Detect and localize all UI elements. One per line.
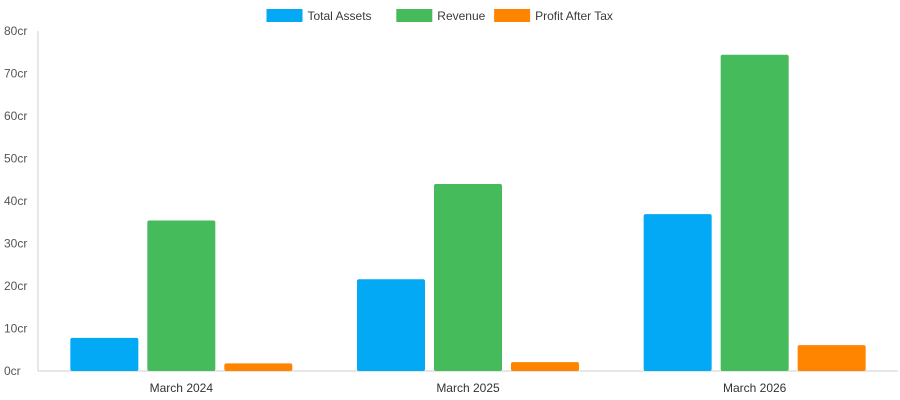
legend-label[interactable]: Total Assets xyxy=(308,9,372,23)
x-category-label: March 2025 xyxy=(436,381,500,395)
bars xyxy=(70,54,866,372)
legend-swatch[interactable] xyxy=(266,9,303,22)
bar-profit-after-tax[interactable] xyxy=(797,345,866,371)
legend-swatch[interactable] xyxy=(494,9,531,22)
bar-revenue[interactable] xyxy=(147,220,216,371)
y-tick-label: 70cr xyxy=(4,67,27,81)
bar-profit-after-tax[interactable] xyxy=(511,362,579,371)
y-tick-label: 0cr xyxy=(4,364,21,378)
legend: Total Assets Revenue Profit After Tax xyxy=(266,9,613,23)
legend-label[interactable]: Revenue xyxy=(437,9,485,23)
bar-revenue[interactable] xyxy=(434,184,502,371)
y-tick-label: 50cr xyxy=(4,152,27,166)
bar-profit-after-tax[interactable] xyxy=(224,363,293,371)
y-tick-label: 80cr xyxy=(4,24,27,38)
bar-total-assets[interactable] xyxy=(643,214,712,371)
y-tick-label: 60cr xyxy=(4,109,27,123)
bar-total-assets[interactable] xyxy=(357,279,425,371)
bar-total-assets[interactable] xyxy=(70,337,139,371)
x-category-label: March 2024 xyxy=(150,381,214,395)
x-category-label: March 2026 xyxy=(723,381,787,395)
legend-swatch[interactable] xyxy=(396,9,433,22)
x-axis: March 2024 March 2025 March 2026 xyxy=(38,370,898,395)
y-tick-label: 10cr xyxy=(4,322,27,336)
y-tick-label: 30cr xyxy=(4,237,27,251)
legend-label[interactable]: Profit After Tax xyxy=(535,9,613,23)
y-tick-label: 40cr xyxy=(4,194,27,208)
bar-revenue[interactable] xyxy=(720,54,789,372)
y-tick-label: 20cr xyxy=(4,279,27,293)
y-axis: 0cr 10cr 20cr 30cr 40cr 50cr 60cr 70cr 80cr xyxy=(4,24,39,378)
